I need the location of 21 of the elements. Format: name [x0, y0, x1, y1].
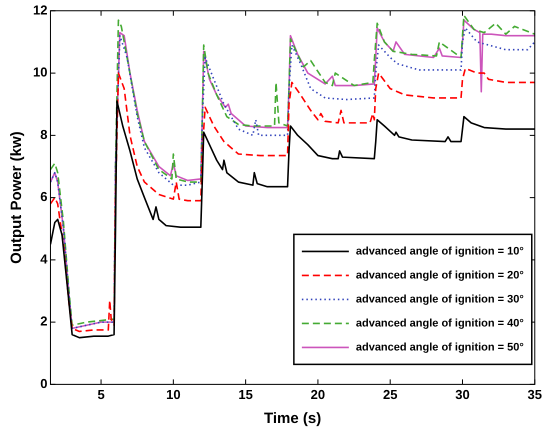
legend-label: advanced angle of ignition = 50°	[356, 341, 524, 354]
legend-label: advanced angle of ignition = 30°	[356, 293, 524, 306]
x-tick-label: 35	[528, 386, 542, 402]
y-tick-label: 0	[40, 376, 48, 391]
x-tick-label: 30	[455, 386, 470, 402]
y-tick-label: 10	[32, 64, 48, 80]
x-tick-label: 5	[97, 386, 105, 402]
y-tick-label: 2	[40, 314, 48, 329]
legend-label: advanced angle of ignition = 10°	[356, 245, 524, 258]
legend-label: advanced angle of ignition = 20°	[356, 269, 524, 282]
x-tick-label: 15	[238, 386, 253, 402]
y-tick-label: 8	[40, 126, 48, 142]
y-tick-label: 4	[40, 251, 48, 266]
y-tick-label: 6	[40, 189, 48, 204]
y-tick-label: 12	[32, 2, 48, 18]
x-tick-label: 20	[310, 386, 326, 402]
y-axis-title: Output Power (kw)	[8, 131, 26, 264]
x-axis-title: Time (s)	[264, 410, 322, 428]
legend-label: advanced angle of ignition = 40°	[356, 317, 524, 330]
x-tick-label: 10	[166, 386, 181, 402]
x-tick-label: 25	[382, 386, 398, 402]
